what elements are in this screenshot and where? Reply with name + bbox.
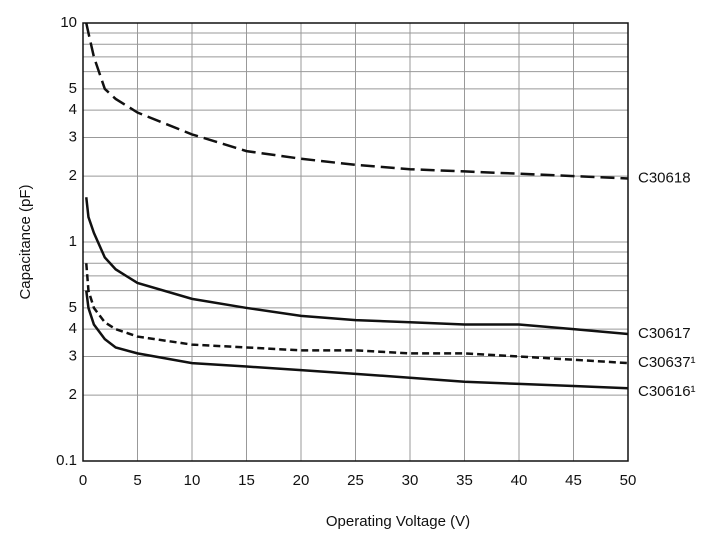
x-tick-label: 30 [402,472,419,489]
y-tick-label: 3 [69,347,77,364]
series-label: C30616¹ [638,383,696,400]
series-line [85,197,629,336]
y-axis-label: Capacitance (pF) [17,184,34,299]
series-label: C30637¹ [638,354,696,371]
plot-frame [82,22,629,462]
y-tick-label: 4 [69,101,77,118]
x-tick-label: 15 [238,472,255,489]
y-tick-label: 4 [69,320,77,337]
x-tick-label: 0 [79,472,87,489]
x-tick-label: 35 [456,472,473,489]
x-tick-label: 50 [620,472,637,489]
series-line [85,290,629,390]
x-tick-label: 5 [133,472,141,489]
series-label: C30617 [638,325,691,342]
y-tick-label: 10 [60,14,77,31]
series-label: C30618 [638,169,691,186]
y-tick-label: 5 [69,80,77,97]
x-axis-label: Operating Voltage (V) [326,513,470,530]
x-tick-label: 45 [565,472,582,489]
y-tick-label: 5 [69,299,77,316]
x-tick-label: 20 [293,472,310,489]
y-tick-label: 0.1 [56,452,77,469]
x-tick-label: 40 [511,472,528,489]
y-tick-label: 3 [69,128,77,145]
y-tick-label: 2 [69,386,77,403]
x-tick-label: 25 [347,472,364,489]
x-tick-label: 10 [184,472,201,489]
series-line [85,263,629,365]
y-tick-label: 1 [69,233,77,250]
series-line [85,22,629,180]
y-tick-label: 2 [69,167,77,184]
